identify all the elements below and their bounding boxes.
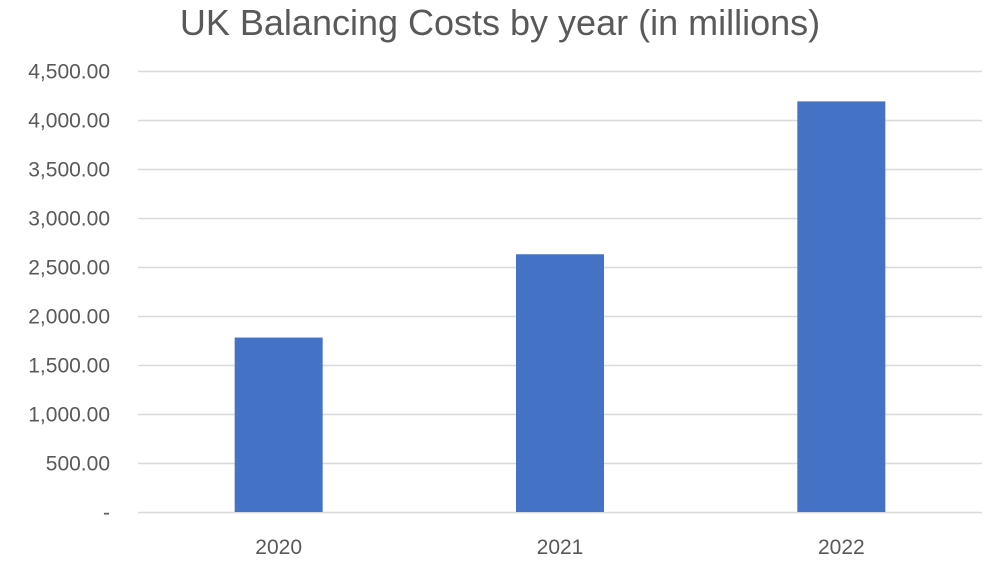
x-tick-label: 2020 [255,536,302,559]
y-tick-label: 1,000.00 [28,404,110,427]
bar-2021 [516,254,604,512]
x-tick-label: 2021 [537,536,584,559]
chart-title: UK Balancing Costs by year (in millions) [179,2,821,43]
y-tick-label: 2,000.00 [28,306,110,329]
y-tick-label: 500.00 [46,453,110,476]
y-tick-label: 4,500.00 [28,61,110,84]
bar-2020 [234,337,323,512]
y-tick-label: 3,000.00 [28,208,110,231]
x-tick-label: 2022 [818,536,865,559]
y-tick-label: 3,500.00 [28,159,110,182]
y-tick-label: 2,500.00 [28,257,110,280]
y-tick-label: 1,500.00 [28,355,110,378]
y-tick-label: 4,000.00 [28,110,110,133]
y-tick-label: - [103,502,110,525]
bar-2022 [797,101,886,512]
